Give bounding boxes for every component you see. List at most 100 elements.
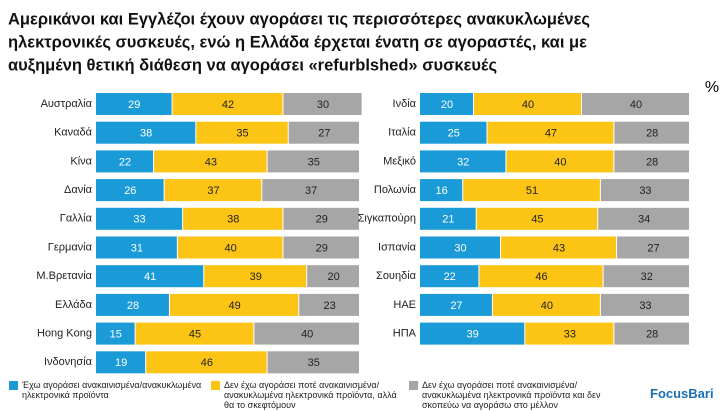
value-label: 37 [207,185,219,197]
legend-text: Δεν έχω αγοράσει ποτέ ανακαινισμένα/ανακ… [422,380,601,410]
value-label: 40 [301,329,313,341]
title-line: αυξημένη θετική διάθεση να αγοράσει «ref… [8,56,497,74]
bar-segment [501,236,617,259]
bar-segment [487,121,614,144]
bar-segment [307,265,359,288]
value-label: 40 [225,242,237,254]
value-label: 16 [435,185,447,197]
bar-segment [614,150,689,173]
legend-text: Έχω αγοράσει ανακαινισμένα/ανακυκλωμένα … [22,380,202,400]
value-label: 32 [457,156,469,168]
bar-segment [476,207,598,230]
category-label: Ιταλία [388,127,417,139]
bar-segment [600,179,689,202]
bar-segment [267,150,359,173]
bar-segment [420,293,492,316]
value-label: 46 [535,271,547,283]
value-label: 39 [250,271,262,283]
value-label: 40 [522,99,534,111]
value-label: 20 [441,99,453,111]
bar-segment [614,121,689,144]
bar-segment [283,207,359,230]
category-label: ΗΑΕ [393,299,416,311]
value-label: 22 [444,271,456,283]
bar-segment [177,236,283,259]
bar-segment [154,150,267,173]
value-label: 38 [140,128,152,140]
category-label: Ινδονησία [44,356,93,368]
value-label: 33 [564,329,576,341]
value-label: 28 [646,329,658,341]
value-label: 46 [201,357,213,369]
value-label: 20 [327,271,339,283]
bar-segment [267,351,359,374]
bar-segment [96,179,164,202]
legend-text: Δεν έχω αγοράσει ποτέ ανακαινισμένα/ανακ… [224,380,397,410]
value-label: 29 [316,242,328,254]
value-label: 15 [110,329,122,341]
bar-segment [474,93,581,115]
bar-segment [614,322,689,345]
bar-segment [463,179,600,202]
category-label: Καναδά [54,127,93,139]
bar-segment [600,293,689,316]
bar-segment [204,265,307,288]
legend-swatch [9,381,18,390]
bar-segment [492,293,600,316]
logo: FocusBari [650,386,714,401]
value-label: 40 [554,156,566,168]
legend-entry: Δεν έχω αγοράσει ποτέ ανακαινισμένα/ανακ… [409,380,607,410]
value-label: 35 [308,357,320,369]
legend-entry: Έχω αγοράσει ανακαινισμένα/ανακυκλωμένα … [9,380,207,400]
bar-segment [420,150,506,173]
bar-segment [183,207,283,230]
bar-segment [582,93,689,115]
value-label: 37 [305,185,317,197]
bar-segment [299,293,359,316]
value-label: 33 [133,214,145,226]
bar-segment [420,121,487,144]
category-label: ΗΠΑ [393,328,417,340]
value-label: 35 [236,128,248,140]
unit-label: % [705,79,719,96]
category-label: Κίνα [70,155,92,167]
value-label: 28 [127,300,139,312]
value-label: 19 [115,357,127,369]
value-label: 42 [222,99,234,111]
value-label: 28 [646,156,658,168]
value-label: 26 [124,185,136,197]
bar-segment [96,322,135,345]
value-label: 33 [639,185,651,197]
bar-segment [525,322,614,345]
category-label: Μεξικό [383,155,416,167]
value-label: 43 [205,156,217,168]
value-label: 30 [454,242,466,254]
bar-segment [96,293,169,316]
bar-segment [96,265,204,288]
bar-segment [96,351,146,374]
category-label: Πολωνία [374,184,417,196]
value-label: 30 [317,99,329,111]
bar-segment [164,179,262,202]
legend-entry: Δεν έχω αγοράσει ποτέ ανακαινισμένα/ανακ… [211,380,409,410]
bar-segment [96,93,172,115]
bar-segment [420,179,463,202]
value-label: 27 [318,128,330,140]
bar-segment [283,93,362,115]
bar-segment [420,93,473,115]
bar-segment [254,322,359,345]
bar-segment [479,265,603,288]
bar-segment [169,293,299,316]
bar-segment [420,207,476,230]
category-label: Μ.Βρετανία [36,270,92,282]
category-label: Αυστραλία [41,98,93,110]
value-label: 29 [128,99,140,111]
legend-swatch [211,381,220,390]
bar-segment [196,121,288,144]
bar-segment [96,150,154,173]
bar-segment [603,265,689,288]
value-label: 27 [647,242,659,254]
bar-segment [420,236,500,259]
value-label: 21 [442,214,454,226]
